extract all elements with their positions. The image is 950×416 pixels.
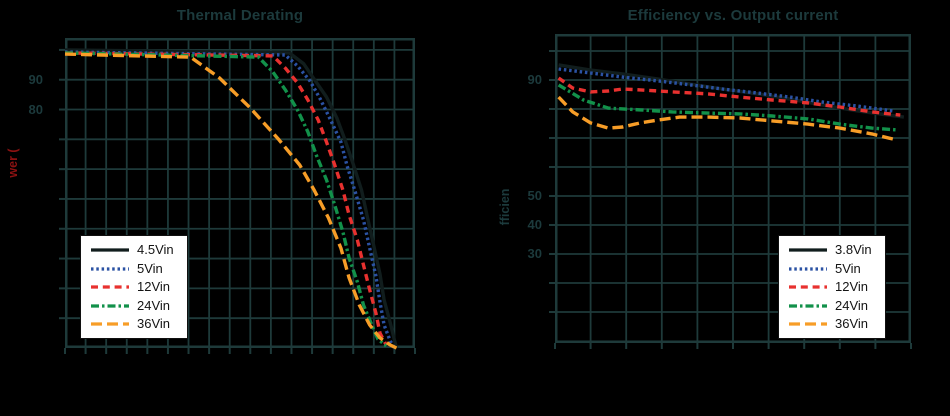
legend-item-label: 4.5Vin (137, 242, 174, 258)
y-tick-label-50: 50 (527, 188, 542, 203)
thermal-derating-title: Thermal Derating (176, 7, 304, 24)
legend-line-sample (91, 285, 129, 289)
legend-line-sample (91, 267, 129, 271)
legend-line-sample (91, 304, 129, 308)
legend-item-label: 12Vin (835, 279, 869, 295)
series-12Vin (557, 76, 901, 117)
legend-item-5Vin: 5Vin (779, 260, 885, 279)
legend-item-label: 36Vin (835, 316, 869, 332)
legend-item-label: 3.8Vin (835, 242, 872, 258)
y-tick-label-90: 90 (527, 72, 542, 87)
legend-line-sample (789, 248, 827, 252)
right-y-tick-labels: 90 50 40 30 (508, 34, 546, 343)
y-tick-label-90: 90 (28, 72, 43, 87)
legend-item-label: 36Vin (137, 316, 171, 332)
legend-line-sample (91, 322, 129, 326)
legend-item-36Vin: 36Vin (779, 315, 885, 334)
series-24Vin (557, 83, 897, 132)
y-tick-label-80: 80 (28, 102, 43, 117)
series-36Vin (64, 52, 398, 350)
series-5Vin (558, 67, 894, 113)
thermal-derating-plot-area (59, 38, 416, 354)
legend-line-sample (91, 248, 129, 252)
legend-item-36Vin: 36Vin (81, 315, 187, 334)
y-tick-label-30: 30 (527, 246, 542, 261)
left-y-tick-labels: 90 80 (9, 38, 47, 348)
legend-item-label: 24Vin (835, 297, 869, 313)
legend-line-sample (789, 267, 827, 271)
legend-item-5Vin: 5Vin (81, 260, 187, 279)
efficiency-legend: 3.8Vin 5Vin 12Vin 24Vin 36Vin (778, 235, 886, 339)
series-36Vin (557, 95, 898, 142)
legend-item-label: 12Vin (137, 279, 171, 295)
legend-item-label: 24Vin (137, 297, 171, 313)
legend-item-label: 5Vin (835, 260, 861, 276)
series-24Vin (64, 51, 388, 348)
legend-line-sample (789, 304, 827, 308)
y-tick-label-40: 40 (527, 217, 542, 232)
legend-item-label: 5Vin (137, 260, 163, 276)
series-4.5Vin (64, 48, 399, 349)
legend-item-24Vin: 24Vin (779, 297, 885, 316)
legend-item-4.5Vin: 4.5Vin (81, 241, 187, 260)
thermal-derating-legend: 4.5Vin 5Vin 12Vin 24Vin 36Vin (80, 235, 188, 339)
legend-line-sample (789, 285, 827, 289)
legend-item-3.8Vin: 3.8Vin (779, 241, 885, 260)
legend-item-12Vin: 12Vin (81, 278, 187, 297)
legend-line-sample (789, 322, 827, 326)
legend-item-12Vin: 12Vin (779, 278, 885, 297)
series-12Vin (64, 51, 388, 346)
efficiency-title: Efficiency vs. Output current (627, 7, 839, 24)
legend-item-24Vin: 24Vin (81, 297, 187, 316)
